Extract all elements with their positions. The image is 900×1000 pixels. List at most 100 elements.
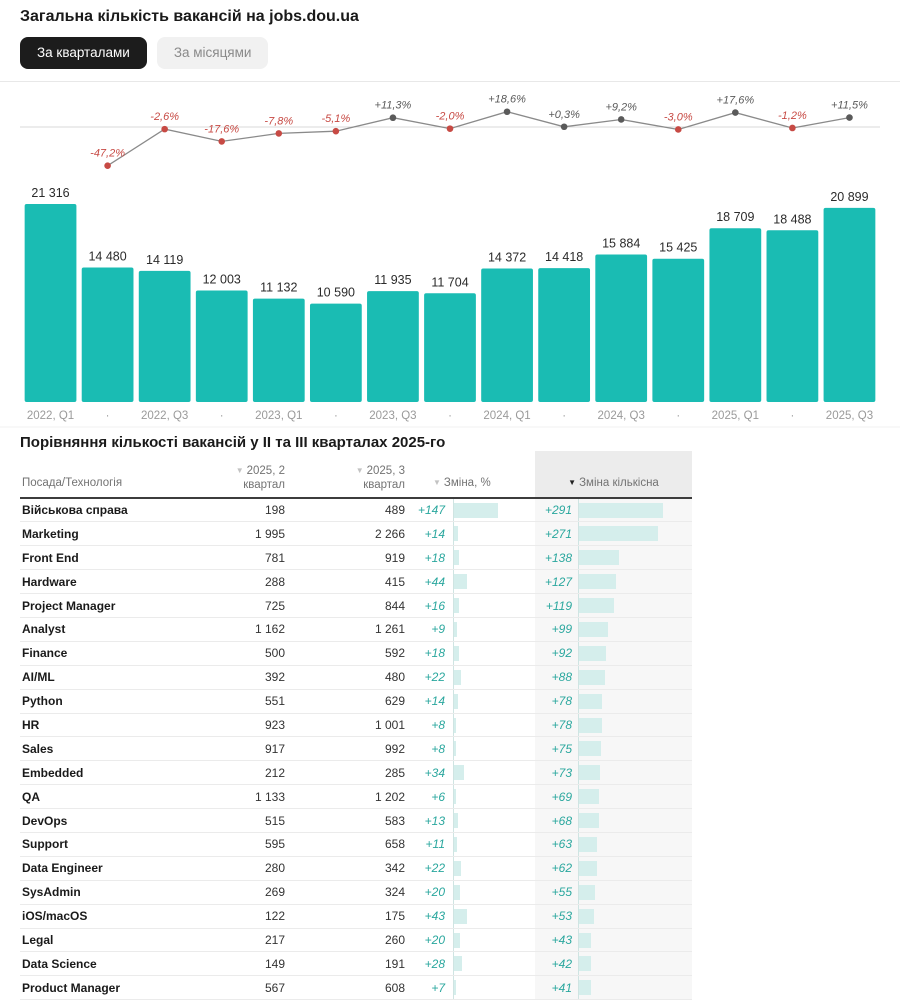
bar[interactable] [766,229,819,402]
table-row: Data Engineer 280 342 +22 +62 [20,856,692,881]
qty-change-bar[interactable] [579,741,601,757]
pct-change-dot[interactable] [332,127,340,134]
qty-change-bar[interactable] [579,789,599,805]
bar[interactable] [823,207,876,402]
qty-change-bar[interactable] [579,669,605,685]
pct-change-bar[interactable] [454,813,458,829]
pct-change-bar[interactable] [454,789,456,805]
pct-change-bar[interactable] [454,574,468,590]
bar[interactable] [481,268,533,402]
qty-bar-axis [578,641,579,665]
qty-change-bar[interactable] [579,526,658,542]
pct-change-dot[interactable] [846,113,853,121]
pct-change-dot[interactable] [732,108,739,116]
pct-change-bar[interactable] [454,980,457,996]
bar[interactable] [595,253,648,402]
pct-change-bar[interactable] [454,693,459,709]
qty-change-bar[interactable] [579,693,602,709]
pct-change-bar[interactable] [454,860,461,876]
qty-bar-axis [578,761,579,785]
qty-change-bar[interactable] [579,717,602,733]
bar[interactable] [538,267,591,402]
bar-value-label: 14 372 [488,250,526,264]
bar[interactable] [709,227,762,402]
sorted-column-cell-bg [535,761,692,785]
column-header-change-qty[interactable]: ▼ Зміна кількісна [535,476,692,490]
bar[interactable] [138,270,191,402]
qty-change-bar[interactable] [579,836,598,852]
bar[interactable] [195,290,248,402]
pct-change-dot[interactable] [161,125,168,132]
q3-value: 480 [384,670,405,685]
pct-change-bar[interactable] [454,502,499,518]
qty-change-bar[interactable] [579,860,597,876]
x-axis-label: 2024, Q3 [598,410,645,422]
qty-change-bar[interactable] [579,813,599,829]
qty-change-bar[interactable] [579,574,616,590]
bar[interactable] [309,303,362,402]
bar[interactable] [24,203,77,402]
pct-change-dot[interactable] [789,124,796,131]
pct-change-dot[interactable] [218,137,226,145]
pct-change-dot[interactable] [674,125,682,133]
pct-change-bar[interactable] [454,932,460,948]
pct-change-bar[interactable] [454,598,459,614]
q2-value: 122 [264,909,285,924]
tab-by-months[interactable]: За місяцями [156,37,269,69]
pct-change-bar[interactable] [454,645,460,661]
qty-bar-axis [578,546,579,570]
pct-change-bar[interactable] [454,956,463,972]
qty-change-value: +53 [551,909,572,924]
pct-change-dot[interactable] [503,107,511,115]
pct-change-bar[interactable] [454,550,460,566]
pct-change-bar[interactable] [454,526,459,542]
qty-change-bar[interactable] [579,645,606,661]
pct-change-bar[interactable] [454,669,461,685]
pct-bar-axis [453,498,454,522]
pct-change-dot[interactable] [275,129,283,137]
qty-change-bar[interactable] [579,980,591,996]
bar[interactable] [367,290,419,402]
pct-change-dot[interactable] [560,122,568,130]
pct-change-bar[interactable] [454,884,460,900]
bar[interactable] [652,258,705,402]
pct-change-bar[interactable] [454,765,465,781]
column-header-q3-2025[interactable]: ▼ 2025, 3 квартал [290,464,405,493]
qty-change-bar[interactable] [579,621,608,637]
pct-change-dot[interactable] [389,113,397,121]
tab-by-quarters[interactable]: За кварталами [20,37,147,69]
row-label: Finance [22,646,68,661]
sorted-column-cell-bg [535,904,692,928]
bar[interactable] [81,266,134,402]
pct-change-bar[interactable] [454,621,457,637]
bar[interactable] [424,292,476,402]
qty-change-bar[interactable] [579,884,595,900]
q3-value: 342 [384,861,405,876]
pct-change-dot[interactable] [446,124,454,132]
pct-change-bar[interactable] [454,908,467,924]
qty-change-bar[interactable] [579,956,592,972]
bar[interactable] [252,298,305,402]
pct-change-bar[interactable] [454,717,457,733]
q2-value: 212 [264,765,285,780]
pct-change-dot[interactable] [104,161,111,169]
table-row: AI/ML 392 480 +22 +88 [20,665,692,690]
qty-change-value: +291 [544,502,572,517]
qty-change-bar[interactable] [579,765,601,781]
sorted-column-cell-bg [535,617,692,641]
column-header-change-pct[interactable]: ▼ Зміна, % [433,476,491,490]
pct-change-dot[interactable] [617,115,625,123]
qty-change-bar[interactable] [579,932,592,948]
qty-change-bar[interactable] [579,502,664,518]
pct-change-bar[interactable] [454,836,458,852]
pct-change-value: +11 [425,837,445,852]
pct-change-value: +18 [424,550,445,565]
qty-change-bar[interactable] [579,908,595,924]
column-header-q2-2025[interactable]: ▼ 2025, 2 квартал [170,464,285,493]
sorted-column-cell-bg [535,856,692,880]
x-axis-label: 2024, Q1 [483,410,530,422]
qty-change-bar[interactable] [579,598,614,614]
qty-change-bar[interactable] [579,550,620,566]
qty-change-value: +78 [551,694,572,709]
pct-change-bar[interactable] [454,741,457,757]
